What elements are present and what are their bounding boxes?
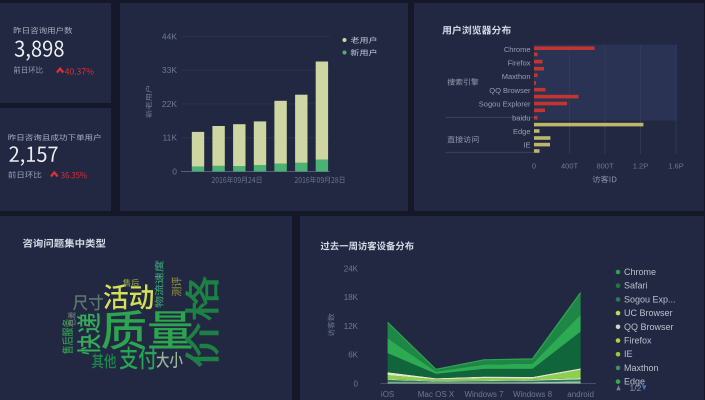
svg-text:Firefox: Firefox xyxy=(507,59,530,68)
svg-text:18K: 18K xyxy=(344,293,359,302)
svg-text:Chrome: Chrome xyxy=(624,267,656,277)
svg-text:Windows 7: Windows 7 xyxy=(464,390,504,399)
svg-text:Mac OS X: Mac OS X xyxy=(418,390,455,399)
svg-text:IE: IE xyxy=(523,141,530,150)
svg-text:11K: 11K xyxy=(162,133,177,143)
svg-text:Maxthon: Maxthon xyxy=(501,72,530,81)
svg-text:Sogou Exp...: Sogou Exp... xyxy=(624,294,676,304)
svg-text:800T: 800T xyxy=(596,162,614,171)
svg-text:Edge: Edge xyxy=(624,377,645,387)
svg-text:IE: IE xyxy=(624,349,633,359)
svg-text:Chrome: Chrome xyxy=(503,45,530,54)
svg-text:24K: 24K xyxy=(344,265,359,274)
svg-text:Safari: Safari xyxy=(624,281,648,291)
svg-text:0: 0 xyxy=(531,162,535,171)
svg-text:Firefox: Firefox xyxy=(624,336,652,346)
svg-text:44K: 44K xyxy=(161,31,176,41)
svg-text:UC Browser: UC Browser xyxy=(624,308,673,318)
svg-text:Edge: Edge xyxy=(512,127,530,136)
svg-text:iOS: iOS xyxy=(381,390,394,399)
svg-text:baidu: baidu xyxy=(512,113,530,122)
svg-text:Maxthon: Maxthon xyxy=(624,363,659,373)
svg-text:1.2P: 1.2P xyxy=(632,162,647,171)
svg-text:1/2: 1/2 xyxy=(630,383,642,393)
svg-text:1.6P: 1.6P xyxy=(668,162,683,171)
svg-text:6K: 6K xyxy=(348,351,358,360)
svg-text:22K: 22K xyxy=(161,99,176,109)
svg-text:QQ Browser: QQ Browser xyxy=(489,86,531,95)
svg-text:0: 0 xyxy=(172,167,177,177)
svg-text:400T: 400T xyxy=(560,162,578,171)
svg-text:12K: 12K xyxy=(344,322,359,331)
svg-text:0: 0 xyxy=(354,379,359,388)
svg-text:Windows 8: Windows 8 xyxy=(513,390,553,399)
svg-text:33K: 33K xyxy=(161,65,176,75)
svg-text:Sogou Explorer: Sogou Explorer xyxy=(478,100,530,109)
svg-text:QQ Browser: QQ Browser xyxy=(624,322,674,332)
svg-text:android: android xyxy=(567,390,594,399)
